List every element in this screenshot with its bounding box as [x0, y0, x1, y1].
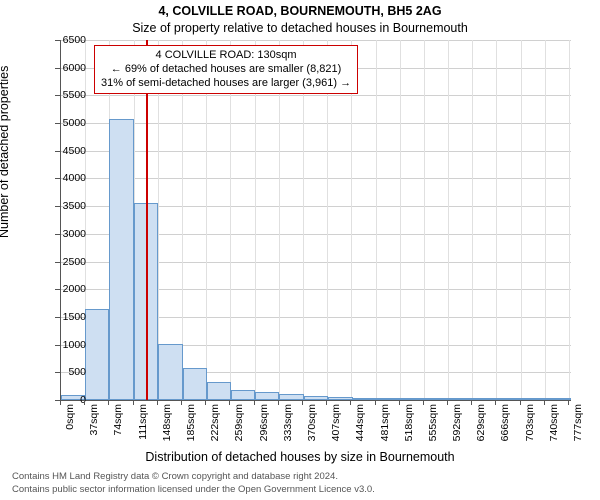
ytick-label: 1500 — [48, 311, 86, 323]
xtick-label: 185sqm — [185, 404, 197, 454]
xtick-label: 666sqm — [499, 404, 511, 454]
xtick-label: 518sqm — [403, 404, 415, 454]
xtick-mark — [278, 400, 279, 405]
ytick-label: 1000 — [48, 339, 86, 351]
xtick-mark — [326, 400, 327, 405]
ytick-label: 3000 — [48, 228, 86, 240]
ytick-label: 6000 — [48, 62, 86, 74]
histogram-bar — [353, 398, 377, 400]
gridline-v — [448, 40, 449, 400]
xtick-label: 481sqm — [379, 404, 391, 454]
xtick-label: 74sqm — [112, 404, 124, 454]
histogram-bar — [255, 392, 279, 400]
xtick-mark — [302, 400, 303, 405]
xtick-mark — [375, 400, 376, 405]
y-axis-label: Number of detached properties — [0, 66, 11, 238]
footer-line1: Contains HM Land Registry data © Crown c… — [12, 471, 375, 483]
histogram-bar — [328, 397, 352, 400]
gridline-v — [424, 40, 425, 400]
ytick-label: 2500 — [48, 256, 86, 268]
xtick-label: 0sqm — [64, 404, 76, 454]
ytick-label: 5000 — [48, 117, 86, 129]
chart-container: { "title_main": "4, COLVILLE ROAD, BOURN… — [0, 0, 600, 500]
xtick-mark — [229, 400, 230, 405]
histogram-bar — [401, 398, 425, 400]
xtick-mark — [568, 400, 569, 405]
gridline-v — [376, 40, 377, 400]
xtick-label: 407sqm — [330, 404, 342, 454]
gridline-v — [496, 40, 497, 400]
annotation-box: 4 COLVILLE ROAD: 130sqm← 69% of detached… — [94, 45, 358, 94]
xtick-mark — [157, 400, 158, 405]
xtick-mark — [399, 400, 400, 405]
xtick-mark — [60, 400, 61, 405]
xtick-mark — [495, 400, 496, 405]
xtick-label: 740sqm — [548, 404, 560, 454]
ytick-label: 3500 — [48, 200, 86, 212]
histogram-bar — [207, 382, 231, 400]
histogram-bar — [279, 394, 304, 400]
histogram-bar — [304, 396, 328, 400]
xtick-label: 555sqm — [427, 404, 439, 454]
xtick-label: 111sqm — [137, 404, 149, 454]
ytick-label: 6500 — [48, 34, 86, 46]
xtick-mark — [254, 400, 255, 405]
gridline-v — [569, 40, 570, 400]
xtick-mark — [350, 400, 351, 405]
ytick-label: 4500 — [48, 145, 86, 157]
gridline-h — [61, 123, 571, 124]
histogram-bar — [109, 119, 133, 400]
xtick-label: 777sqm — [572, 404, 584, 454]
xtick-label: 629sqm — [475, 404, 487, 454]
annotation-line3: 31% of semi-detached houses are larger (… — [101, 77, 351, 91]
xtick-label: 592sqm — [451, 404, 463, 454]
chart-title-sub: Size of property relative to detached ho… — [0, 21, 600, 35]
gridline-v — [521, 40, 522, 400]
xtick-mark — [181, 400, 182, 405]
xtick-label: 148sqm — [161, 404, 173, 454]
ytick-label: 500 — [48, 366, 86, 378]
xtick-label: 444sqm — [354, 404, 366, 454]
ytick-label: 4000 — [48, 172, 86, 184]
xtick-mark — [84, 400, 85, 405]
gridline-h — [61, 178, 571, 179]
annotation-line1: 4 COLVILLE ROAD: 130sqm — [101, 49, 351, 63]
xtick-mark — [133, 400, 134, 405]
xtick-mark — [423, 400, 424, 405]
histogram-bar — [158, 344, 182, 400]
footer-attribution: Contains HM Land Registry data © Crown c… — [12, 471, 375, 496]
histogram-bar — [231, 390, 255, 400]
annotation-line2: ← 69% of detached houses are smaller (8,… — [101, 63, 351, 77]
gridline-h — [61, 40, 571, 41]
gridline-v — [400, 40, 401, 400]
histogram-bar — [425, 398, 449, 400]
histogram-bar — [183, 368, 207, 400]
histogram-bar — [377, 398, 401, 400]
footer-line2: Contains public sector information licen… — [12, 484, 375, 496]
xtick-mark — [205, 400, 206, 405]
xtick-mark — [108, 400, 109, 405]
xtick-mark — [520, 400, 521, 405]
xtick-label: 703sqm — [524, 404, 536, 454]
gridline-v — [545, 40, 546, 400]
xtick-label: 370sqm — [306, 404, 318, 454]
gridline-h — [61, 151, 571, 152]
xtick-mark — [544, 400, 545, 405]
ytick-label: 5500 — [48, 89, 86, 101]
ytick-label: 2000 — [48, 283, 86, 295]
xtick-label: 333sqm — [282, 404, 294, 454]
histogram-bar — [85, 309, 109, 400]
gridline-v — [472, 40, 473, 400]
xtick-label: 37sqm — [88, 404, 100, 454]
xtick-mark — [471, 400, 472, 405]
chart-title-main: 4, COLVILLE ROAD, BOURNEMOUTH, BH5 2AG — [0, 4, 600, 18]
xtick-label: 296sqm — [258, 404, 270, 454]
xtick-label: 222sqm — [209, 404, 221, 454]
xtick-mark — [447, 400, 448, 405]
xtick-label: 259sqm — [233, 404, 245, 454]
gridline-h — [61, 95, 571, 96]
plot-area: 4 COLVILLE ROAD: 130sqm← 69% of detached… — [60, 40, 571, 401]
